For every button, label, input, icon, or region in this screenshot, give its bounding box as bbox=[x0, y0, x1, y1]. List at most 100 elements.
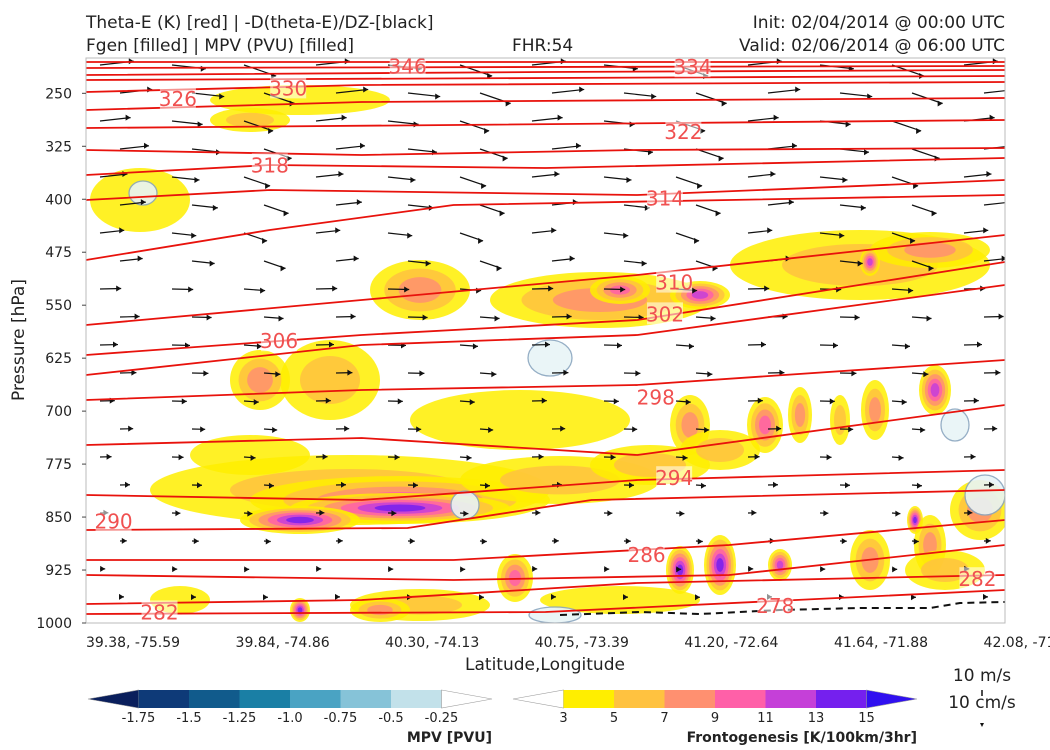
wind-arrowhead bbox=[1001, 255, 1005, 262]
frontogenesis-fill bbox=[776, 560, 784, 570]
y-tick-label: 925 bbox=[45, 563, 72, 579]
wind-arrowhead bbox=[319, 509, 325, 516]
wind-arrowhead bbox=[700, 482, 706, 489]
wind-arrowhead bbox=[124, 481, 130, 488]
wind-arrowhead bbox=[1004, 199, 1005, 206]
fgen-colorbar-segment bbox=[765, 690, 816, 708]
wind-arrowhead bbox=[203, 370, 209, 377]
wind-arrowhead bbox=[985, 537, 991, 544]
contour-label-bg bbox=[656, 270, 693, 293]
forecast-hour: FHR:54 bbox=[512, 36, 574, 56]
wind-arrowhead bbox=[463, 510, 469, 517]
fgen-colorbar-tick: 13 bbox=[808, 711, 825, 726]
wind-arrowhead bbox=[334, 593, 340, 600]
contour-label: 330 bbox=[269, 76, 307, 100]
wind-arrowhead bbox=[620, 286, 626, 293]
theta-e-contour bbox=[86, 404, 1005, 456]
wind-arrowhead bbox=[841, 538, 847, 545]
wind-arrowhead bbox=[550, 593, 556, 600]
wind-arrowhead bbox=[394, 454, 400, 461]
y-tick-label: 475 bbox=[45, 245, 72, 261]
wind-arrowhead bbox=[332, 285, 338, 292]
wind-arrowhead bbox=[460, 566, 466, 573]
x-tick-label: 40.30, -74.13 bbox=[385, 635, 479, 651]
wind-arrowhead bbox=[926, 315, 932, 322]
title-line-1: Theta-E (K) [red] | -D(theta-E)/DZ-[blac… bbox=[86, 13, 434, 33]
wind-arrowhead bbox=[535, 509, 541, 516]
fgen-colorbar-segment bbox=[664, 690, 715, 708]
wind-arrowhead bbox=[772, 481, 778, 488]
fgen-colorbar-segment bbox=[614, 690, 665, 708]
mpv-contour bbox=[964, 474, 1005, 516]
wind-arrowhead bbox=[913, 538, 919, 545]
mpv-colorbar-tick: -1.0 bbox=[277, 711, 302, 726]
wind-arrowhead bbox=[325, 397, 331, 404]
wind-arrowhead bbox=[685, 399, 691, 406]
wind-arrowhead bbox=[496, 265, 502, 272]
frontogenesis-fill bbox=[691, 291, 709, 299]
wind-arrowhead bbox=[754, 453, 760, 460]
x-tick-label: 39.38, -75.59 bbox=[86, 635, 180, 651]
wind-arrowhead bbox=[435, 93, 441, 100]
wind-arrowhead bbox=[212, 204, 218, 211]
contour-label-bg bbox=[628, 543, 665, 566]
wind-arrowhead bbox=[551, 227, 557, 234]
fgen-colorbar-tick: 3 bbox=[559, 711, 567, 726]
wind-arrowhead bbox=[751, 509, 757, 516]
wind-arrowhead bbox=[844, 482, 850, 489]
wind-arrowhead bbox=[607, 510, 613, 517]
wind-arrowhead bbox=[388, 566, 394, 573]
wind-arrowhead bbox=[937, 100, 943, 107]
wind-arrowhead bbox=[842, 177, 848, 184]
fgen-colorbar-tick: 5 bbox=[610, 711, 618, 726]
wind-arrowhead bbox=[792, 142, 798, 149]
wind-arrowhead bbox=[265, 538, 271, 545]
wind-arrowhead bbox=[280, 265, 286, 272]
wind-arrowhead bbox=[995, 369, 1001, 376]
wind-arrowhead bbox=[338, 170, 344, 177]
wind-arrowhead bbox=[397, 398, 403, 405]
wind-arrowhead bbox=[190, 594, 196, 601]
wind-arrowhead bbox=[760, 341, 766, 348]
contour-label: 278 bbox=[756, 594, 794, 618]
wind-arrowhead bbox=[100, 565, 106, 572]
theta-e-contour bbox=[86, 519, 1005, 561]
wind-arrowhead bbox=[757, 397, 763, 404]
wind-arrow bbox=[531, 117, 563, 122]
wind-arrowhead bbox=[910, 594, 916, 601]
frontogenesis-fill bbox=[869, 397, 881, 423]
theta-e-contour bbox=[86, 194, 1005, 261]
contour-label: 282 bbox=[140, 600, 178, 624]
wind-arrowhead bbox=[112, 341, 118, 348]
wind-arrowhead bbox=[989, 114, 995, 121]
wind-arrowhead bbox=[316, 565, 322, 572]
theta-e-contour bbox=[86, 574, 1005, 605]
wind-arrowhead bbox=[469, 399, 475, 406]
frontogenesis-fill bbox=[913, 516, 917, 524]
wind-arrowhead bbox=[1011, 86, 1016, 92]
mpv-colorbar-segment bbox=[290, 690, 341, 708]
wind-arrowhead bbox=[625, 538, 631, 545]
wind-arrowhead bbox=[219, 93, 225, 100]
fgen-colorbar-extend-right bbox=[866, 689, 918, 709]
x-axis-label: Latitude,Longitude bbox=[465, 655, 625, 675]
wind-arrowhead bbox=[347, 369, 353, 376]
wind-arrowhead bbox=[278, 315, 284, 322]
mpv-colorbar-label: MPV [PVU] bbox=[407, 730, 492, 746]
wind-arrowhead bbox=[1008, 143, 1013, 149]
wind-arrowhead bbox=[908, 287, 914, 294]
wind-arrowhead bbox=[118, 593, 124, 600]
wind-arrowhead bbox=[823, 510, 829, 517]
wind-arrowhead bbox=[560, 425, 566, 432]
x-tick-label: 41.20, -72.64 bbox=[684, 635, 778, 651]
wind-arrowhead bbox=[209, 260, 215, 267]
wind-arrowhead bbox=[250, 454, 256, 461]
mpv-colorbar-extend-right bbox=[441, 689, 493, 709]
wind-arrowhead bbox=[694, 594, 700, 601]
wind-arrow bbox=[623, 92, 657, 98]
wind-arrowhead bbox=[253, 399, 259, 406]
wind-arrow bbox=[695, 92, 727, 105]
wind-arrowhead bbox=[910, 237, 916, 244]
wind-arrow bbox=[407, 92, 441, 98]
contour-label-bg bbox=[757, 594, 794, 617]
